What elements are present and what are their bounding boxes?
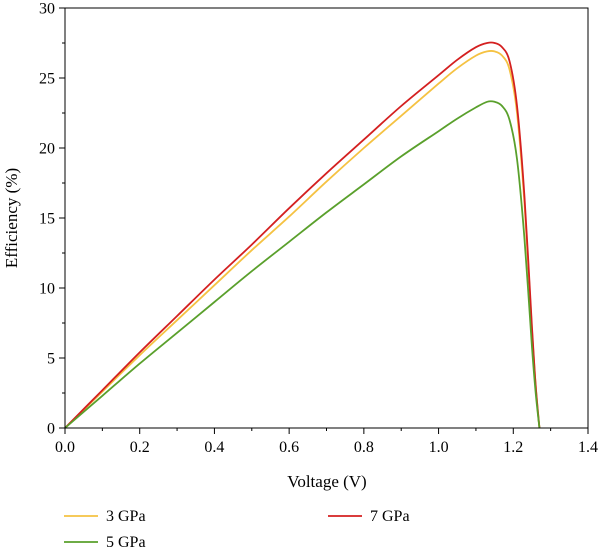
legend-item-7-gpa: 7 GPa [328,508,410,525]
series-line-3-gpa [64,49,541,429]
x-tick-label: 0.6 [279,439,299,456]
y-tick-label: 30 [39,1,55,18]
x-tick-label: 0.8 [354,439,374,456]
x-tick-label: 0.0 [55,439,75,456]
x-axis-title: Voltage (V) [287,472,366,491]
y-tick-label: 20 [39,141,55,158]
y-tick-label: 25 [39,71,55,88]
x-tick-label: 0.2 [130,439,150,456]
x-tick-label: 0.4 [204,439,224,456]
axes: 0.0 0.2 0.4 0.6 0.8 1.0 1.2 1.4 0 5 10 15 20 25 30 [39,1,598,457]
y-axis-title: Efficiency (%) [2,168,21,268]
series-line-5-gpa [64,100,541,429]
legend-label: 7 GPa [370,508,410,525]
series-line-7-gpa [64,41,541,429]
legend-label: 3 GPa [106,508,146,525]
x-tick-label: 1.4 [578,439,598,456]
legend-item-5-gpa: 5 GPa [64,534,146,551]
y-tick-label: 0 [47,421,55,438]
y-tick-label: 5 [47,351,55,368]
y-tick-label: 15 [39,211,55,228]
legend-label: 5 GPa [106,534,146,551]
x-tick-label: 1.2 [503,439,523,456]
legend: 3 GPa 7 GPa 5 GPa [64,508,410,551]
x-tick-label: 1.0 [429,439,449,456]
y-tick-label: 10 [39,281,55,298]
legend-item-3-gpa: 3 GPa [64,508,146,525]
plot-area [64,41,541,429]
